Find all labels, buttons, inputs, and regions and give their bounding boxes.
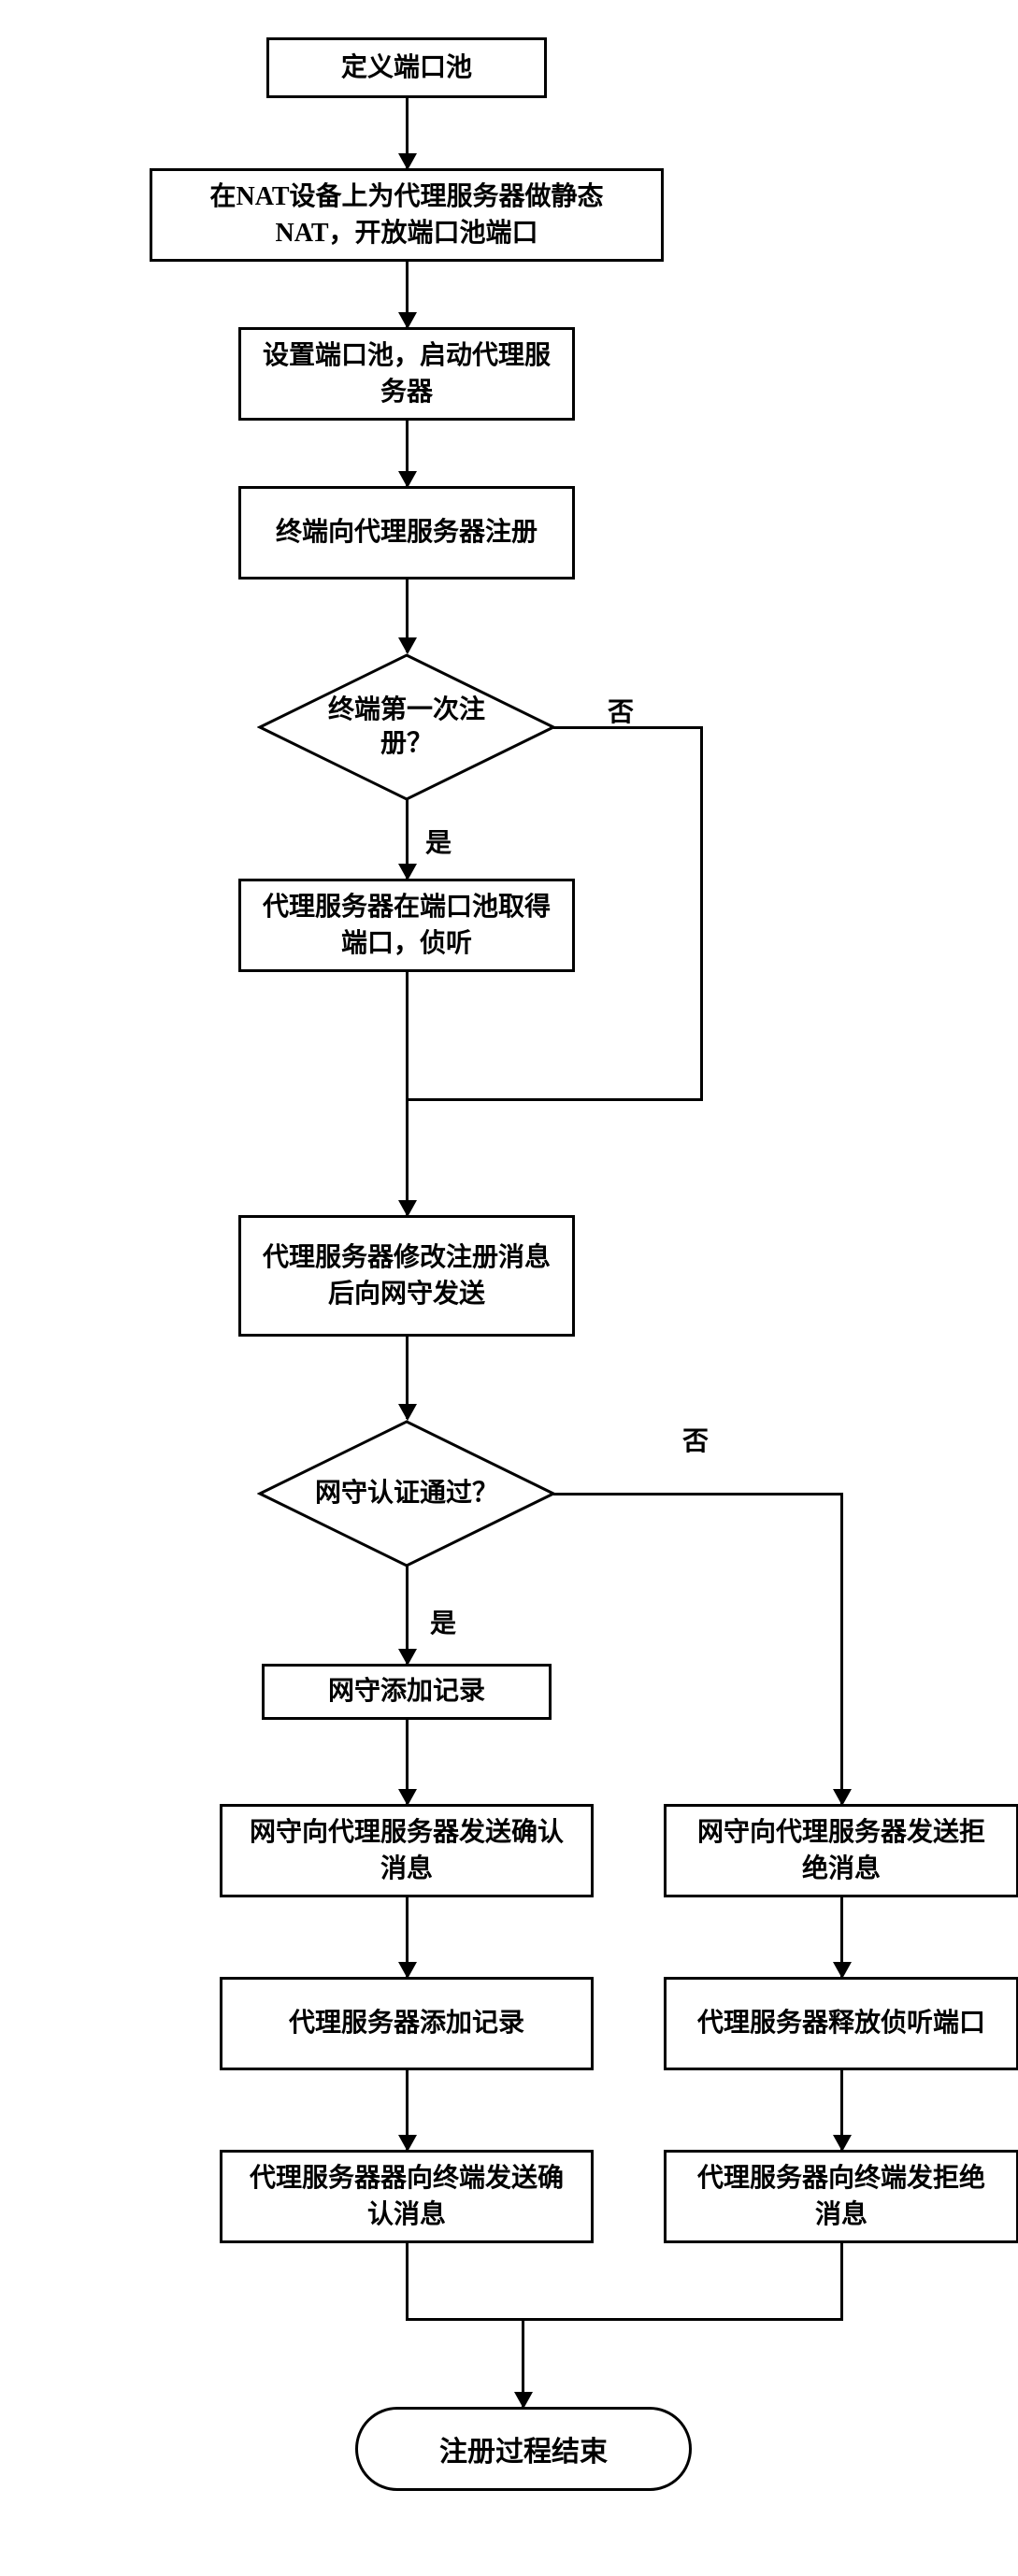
arrow bbox=[406, 1897, 409, 1977]
node-label: 代理服务器添加记录 bbox=[289, 2005, 524, 2041]
line bbox=[408, 1098, 703, 1101]
node-label: 网守添加记录 bbox=[328, 1673, 485, 1710]
node-proxy-add-record: 代理服务器添加记录 bbox=[220, 1977, 594, 2070]
node-label: 设置端口池，启动代理服务器 bbox=[260, 337, 553, 410]
arrow bbox=[406, 262, 409, 327]
node-label: 代理服务器器向终端发送确认消息 bbox=[241, 2160, 572, 2233]
label-yes: 是 bbox=[425, 823, 452, 860]
node-get-port: 代理服务器在端口池取得端口，侦听 bbox=[238, 879, 575, 972]
arrow bbox=[522, 2318, 524, 2407]
node-send-confirm-proxy: 网守向代理服务器发送确认消息 bbox=[220, 1804, 594, 1897]
arrow bbox=[406, 1566, 409, 1664]
arrow bbox=[406, 421, 409, 486]
node-terminal-register: 终端向代理服务器注册 bbox=[238, 486, 575, 580]
line bbox=[553, 1493, 843, 1496]
node-proxy-send-confirm: 代理服务器器向终端发送确认消息 bbox=[220, 2150, 594, 2243]
line bbox=[840, 2243, 843, 2318]
node-define-port-pool: 定义端口池 bbox=[266, 37, 547, 98]
arrow bbox=[840, 1897, 843, 1977]
arrow bbox=[406, 1720, 409, 1804]
decision-text: 终端第一次注册？ bbox=[257, 652, 556, 802]
arrow bbox=[840, 2070, 843, 2150]
node-add-record: 网守添加记录 bbox=[262, 1664, 552, 1720]
node-label: 注册过程结束 bbox=[439, 2428, 608, 2469]
arrow bbox=[406, 799, 409, 879]
node-proxy-send-reject: 代理服务器向终端发拒绝消息 bbox=[664, 2150, 1018, 2243]
arrow bbox=[406, 98, 409, 168]
node-nat-setup: 在NAT设备上为代理服务器做静态NAT，开放端口池端口 bbox=[150, 168, 664, 262]
node-release-port: 代理服务器释放侦听端口 bbox=[664, 1977, 1018, 2070]
node-label: 代理服务器释放侦听端口 bbox=[697, 2005, 985, 2041]
label-yes: 是 bbox=[430, 1603, 456, 1640]
label-no: 否 bbox=[608, 692, 634, 729]
line bbox=[406, 2318, 843, 2321]
node-label: 网守认证通过？ bbox=[313, 1477, 500, 1510]
arrow bbox=[406, 2070, 409, 2150]
node-modify-send: 代理服务器修改注册消息后向网守发送 bbox=[238, 1215, 575, 1337]
arrow bbox=[406, 1337, 409, 1419]
decision-text: 网守认证通过？ bbox=[257, 1419, 556, 1568]
node-label: 代理服务器在端口池取得端口，侦听 bbox=[260, 889, 553, 962]
node-label: 终端向代理服务器注册 bbox=[276, 514, 538, 551]
node-label: 终端第一次注册？ bbox=[313, 694, 500, 762]
flowchart-container: 定义端口池 在NAT设备上为代理服务器做静态NAT，开放端口池端口 设置端口池，… bbox=[19, 19, 999, 2557]
line bbox=[406, 972, 409, 1098]
line bbox=[553, 726, 703, 729]
arrow bbox=[406, 1098, 409, 1215]
node-end: 注册过程结束 bbox=[355, 2407, 692, 2491]
label-no: 否 bbox=[682, 1421, 709, 1458]
arrow bbox=[840, 1493, 843, 1804]
node-label: 网守向代理服务器发送确认消息 bbox=[241, 1814, 572, 1887]
node-label: 定义端口池 bbox=[341, 50, 472, 86]
line bbox=[700, 726, 703, 1098]
node-label: 网守向代理服务器发送拒绝消息 bbox=[685, 1814, 997, 1887]
node-send-reject-proxy: 网守向代理服务器发送拒绝消息 bbox=[664, 1804, 1018, 1897]
line bbox=[406, 2243, 409, 2318]
node-label: 在NAT设备上为代理服务器做静态NAT，开放端口池端口 bbox=[171, 179, 642, 251]
node-label: 代理服务器向终端发拒绝消息 bbox=[685, 2160, 997, 2233]
node-label: 代理服务器修改注册消息后向网守发送 bbox=[260, 1239, 553, 1312]
arrow bbox=[406, 580, 409, 652]
node-set-pool: 设置端口池，启动代理服务器 bbox=[238, 327, 575, 421]
